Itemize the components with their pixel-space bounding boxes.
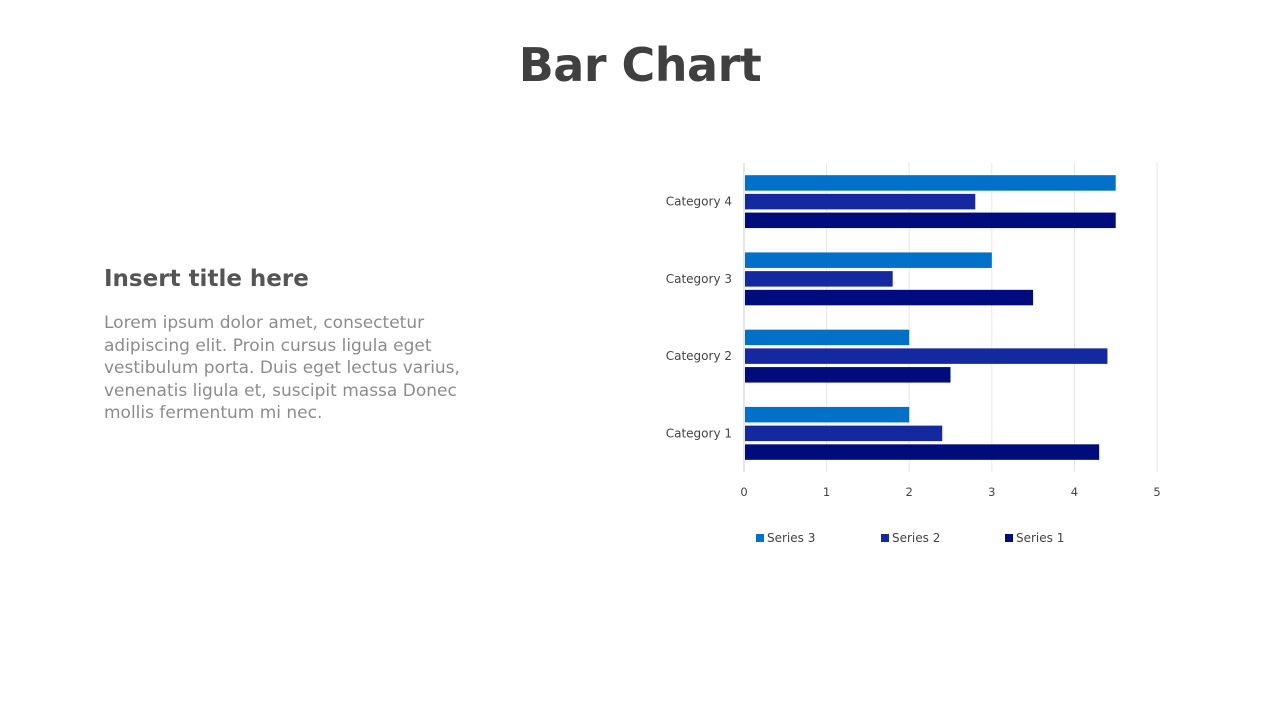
legend-swatch: [1005, 534, 1013, 542]
text-panel-title: Insert title here: [104, 266, 309, 292]
bar-series-3-category-3: [745, 252, 992, 268]
x-tick-label: 2: [906, 485, 913, 499]
value-axis: 0 1 2 3 4 5: [740, 485, 1160, 499]
text-panel-body: Lorem ipsum dolor amet, consectetur adip…: [104, 313, 460, 423]
bar-series-2-category-2: [745, 348, 1108, 364]
text-panel: Insert title here Lorem ipsum dolor amet…: [104, 266, 464, 425]
bar-series-1-category-2: [745, 367, 951, 383]
legend: Series 3 Series 2 Series 1: [756, 531, 1064, 545]
category-label: Category 4: [666, 195, 732, 209]
category-label: Category 2: [666, 349, 732, 363]
x-tick-label: 1: [823, 485, 830, 499]
category-label: Category 1: [666, 426, 732, 440]
bar-series-1-category-3: [745, 289, 1034, 306]
bar-series-2-category-1: [745, 425, 943, 442]
category-axis: Category 1 Category 2 Category 3 Category 4: [666, 163, 745, 472]
bar-series-3-category-4: [745, 175, 1116, 191]
bar-series-1-category-4: [745, 212, 1116, 229]
slide-title: Bar Chart: [518, 38, 762, 92]
legend-label: Series 1: [1016, 531, 1064, 545]
category-label: Category 3: [666, 272, 732, 286]
legend-label: Series 2: [892, 531, 940, 545]
bar-series-1-category-1: [745, 444, 1100, 460]
bars: [745, 175, 1116, 460]
bar-series-2-category-4: [745, 193, 976, 210]
x-tick-label: 0: [740, 485, 747, 499]
x-tick-label: 5: [1153, 485, 1160, 499]
bar-series-3-category-2: [745, 329, 910, 346]
legend-swatch: [756, 534, 764, 542]
bar-series-3-category-1: [745, 406, 910, 423]
x-tick-label: 3: [988, 485, 995, 499]
bar-series-2-category-3: [745, 271, 893, 287]
legend-label: Series 3: [767, 531, 815, 545]
x-tick-label: 4: [1071, 485, 1078, 499]
legend-swatch: [881, 534, 889, 542]
